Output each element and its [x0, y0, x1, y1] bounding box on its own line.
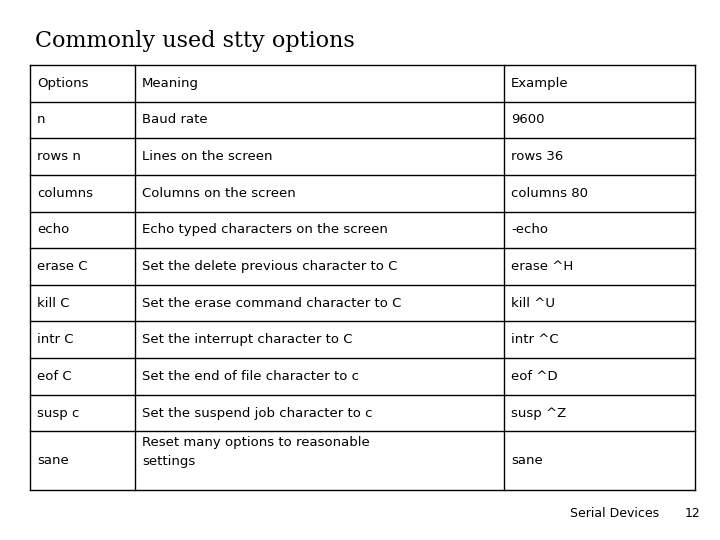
Text: Commonly used stty options: Commonly used stty options: [35, 30, 355, 52]
Text: erase ^H: erase ^H: [511, 260, 573, 273]
Text: susp c: susp c: [37, 407, 79, 420]
Text: Set the interrupt character to C: Set the interrupt character to C: [142, 333, 353, 346]
Text: Options: Options: [37, 77, 89, 90]
Text: intr ^C: intr ^C: [511, 333, 559, 346]
Text: echo: echo: [37, 224, 69, 237]
Text: erase C: erase C: [37, 260, 88, 273]
Text: Reset many options to reasonable
settings: Reset many options to reasonable setting…: [142, 436, 370, 468]
Text: Baud rate: Baud rate: [142, 113, 207, 126]
Text: intr C: intr C: [37, 333, 73, 346]
Text: columns 80: columns 80: [511, 187, 588, 200]
Text: n: n: [37, 113, 45, 126]
Text: Echo typed characters on the screen: Echo typed characters on the screen: [142, 224, 388, 237]
Text: Set the erase command character to C: Set the erase command character to C: [142, 296, 402, 309]
Text: Meaning: Meaning: [142, 77, 199, 90]
Text: eof C: eof C: [37, 370, 71, 383]
Text: Set the suspend job character to c: Set the suspend job character to c: [142, 407, 372, 420]
Text: kill ^U: kill ^U: [511, 296, 555, 309]
Text: kill C: kill C: [37, 296, 70, 309]
Text: susp ^Z: susp ^Z: [511, 407, 567, 420]
Text: Set the delete previous character to C: Set the delete previous character to C: [142, 260, 397, 273]
Text: Serial Devices: Serial Devices: [570, 507, 659, 520]
Text: eof ^D: eof ^D: [511, 370, 558, 383]
Text: rows n: rows n: [37, 150, 81, 163]
Text: sane: sane: [511, 454, 543, 467]
Text: 9600: 9600: [511, 113, 544, 126]
Text: Columns on the screen: Columns on the screen: [142, 187, 296, 200]
Text: Lines on the screen: Lines on the screen: [142, 150, 273, 163]
Text: Example: Example: [511, 77, 569, 90]
Text: sane: sane: [37, 454, 68, 467]
Text: 12: 12: [684, 507, 700, 520]
Text: rows 36: rows 36: [511, 150, 563, 163]
Text: columns: columns: [37, 187, 93, 200]
Text: Set the end of file character to c: Set the end of file character to c: [142, 370, 359, 383]
Text: -echo: -echo: [511, 224, 548, 237]
